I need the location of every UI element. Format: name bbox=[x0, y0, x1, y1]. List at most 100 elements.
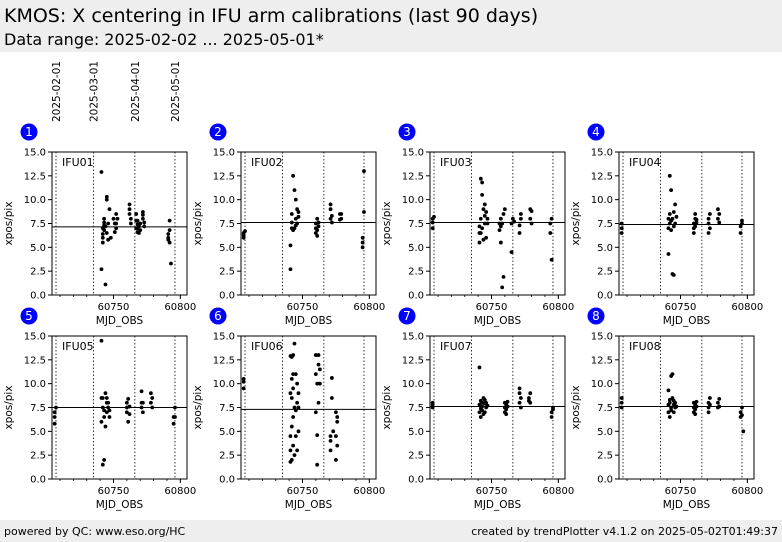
data-point bbox=[136, 224, 141, 229]
y-tick-label: 2.5 bbox=[219, 267, 235, 278]
data-point bbox=[517, 400, 522, 405]
data-point bbox=[315, 433, 320, 438]
data-point bbox=[104, 197, 109, 202]
data-point bbox=[99, 419, 104, 424]
data-point bbox=[504, 407, 509, 412]
data-point bbox=[517, 386, 522, 391]
data-point bbox=[485, 216, 490, 221]
data-point bbox=[315, 233, 320, 238]
x-axis-label: MJD_OBS bbox=[285, 315, 333, 327]
y-tick-label: 7.5 bbox=[30, 219, 46, 230]
data-point bbox=[666, 410, 671, 415]
data-point bbox=[706, 231, 711, 235]
data-point bbox=[331, 429, 336, 434]
data-point bbox=[477, 365, 482, 370]
y-tick-label: 10.0 bbox=[591, 195, 613, 206]
y-tick-label: 0.0 bbox=[219, 475, 235, 486]
data-point bbox=[478, 231, 483, 235]
data-point bbox=[501, 274, 506, 279]
data-point bbox=[671, 224, 676, 229]
data-point bbox=[104, 194, 109, 199]
data-point bbox=[706, 216, 711, 221]
data-point bbox=[136, 231, 141, 235]
data-point bbox=[362, 210, 366, 214]
data-point bbox=[339, 212, 344, 216]
data-point bbox=[482, 213, 487, 218]
data-point bbox=[669, 228, 674, 233]
data-point bbox=[334, 410, 338, 415]
data-point bbox=[288, 243, 293, 248]
data-point bbox=[166, 232, 171, 236]
data-point bbox=[139, 405, 144, 410]
data-point bbox=[100, 396, 105, 400]
data-point bbox=[128, 216, 133, 221]
y-tick-label: 12.5 bbox=[591, 171, 613, 182]
data-point bbox=[52, 415, 57, 419]
data-point bbox=[142, 220, 147, 225]
data-point bbox=[694, 217, 699, 222]
data-point bbox=[497, 228, 502, 233]
data-point bbox=[498, 240, 503, 245]
data-point bbox=[740, 218, 744, 223]
data-point bbox=[619, 400, 624, 405]
data-point bbox=[54, 405, 58, 410]
data-point bbox=[485, 221, 490, 226]
panel-number-badge bbox=[587, 123, 605, 141]
data-point bbox=[169, 261, 173, 266]
data-point bbox=[510, 216, 515, 221]
data-point bbox=[296, 429, 301, 434]
data-point bbox=[135, 218, 140, 223]
panel-ifu8: 8 0.0 2.5 5.0 7.5 10.0 12.5 15.0 60750 60800 MJD_O… bbox=[570, 307, 763, 511]
data-point bbox=[103, 391, 108, 396]
panel-number-badge bbox=[398, 123, 416, 141]
panel-number-badge bbox=[398, 307, 416, 325]
y-tick-label: 15.0 bbox=[24, 332, 46, 343]
data-point bbox=[241, 386, 246, 391]
data-point bbox=[360, 245, 365, 250]
data-point bbox=[293, 372, 298, 377]
data-point bbox=[108, 235, 113, 240]
data-point bbox=[167, 240, 172, 245]
data-point bbox=[127, 212, 132, 216]
data-point bbox=[430, 220, 435, 225]
panel-ifu5: 5 0.0 2.5 5.0 7.5 10.0 12.5 15.0 60750 60800 MJD_O… bbox=[3, 307, 196, 511]
data-point bbox=[100, 462, 105, 467]
data-point bbox=[289, 212, 294, 216]
data-point bbox=[295, 448, 300, 453]
data-point bbox=[100, 232, 105, 236]
data-point bbox=[114, 221, 119, 226]
data-point bbox=[430, 400, 435, 405]
x-tick-label: 60750 bbox=[98, 302, 130, 313]
data-point bbox=[528, 391, 533, 396]
y-axis-label: xpos/pix bbox=[192, 385, 204, 429]
data-point bbox=[716, 400, 720, 405]
y-tick-label: 10.0 bbox=[402, 195, 424, 206]
y-tick-label: 2.5 bbox=[408, 267, 424, 278]
data-point bbox=[706, 405, 711, 410]
data-point bbox=[316, 362, 321, 367]
data-point bbox=[707, 212, 712, 216]
x-axis-label: MJD_OBS bbox=[96, 499, 144, 511]
data-point bbox=[295, 221, 300, 226]
x-axis-label: MJD_OBS bbox=[663, 499, 711, 511]
data-point bbox=[430, 226, 435, 231]
data-point bbox=[99, 338, 104, 343]
data-point bbox=[551, 405, 555, 410]
x-tick-label: 60750 bbox=[287, 302, 319, 313]
data-point bbox=[296, 391, 301, 396]
data-point bbox=[134, 212, 139, 216]
data-point bbox=[477, 410, 482, 415]
data-point bbox=[477, 402, 482, 407]
data-point bbox=[99, 170, 104, 174]
footer-created-by: created by trendPlotter v4.1.2 on 2025-0… bbox=[471, 525, 778, 538]
panel-ifu4: 4 0.0 2.5 5.0 7.5 10.0 12.5 15.0 60750 60800 MJD_O… bbox=[570, 123, 763, 327]
data-point bbox=[549, 410, 554, 415]
data-point bbox=[706, 221, 711, 226]
plot-frame bbox=[51, 151, 188, 296]
y-tick-label: 0.0 bbox=[30, 291, 46, 302]
panel-number-label: 7 bbox=[403, 309, 411, 323]
data-point bbox=[291, 443, 296, 448]
date-marker-label: 2025-02-01 bbox=[51, 61, 63, 122]
panel-number-label: 2 bbox=[214, 125, 222, 139]
data-point bbox=[329, 213, 334, 218]
